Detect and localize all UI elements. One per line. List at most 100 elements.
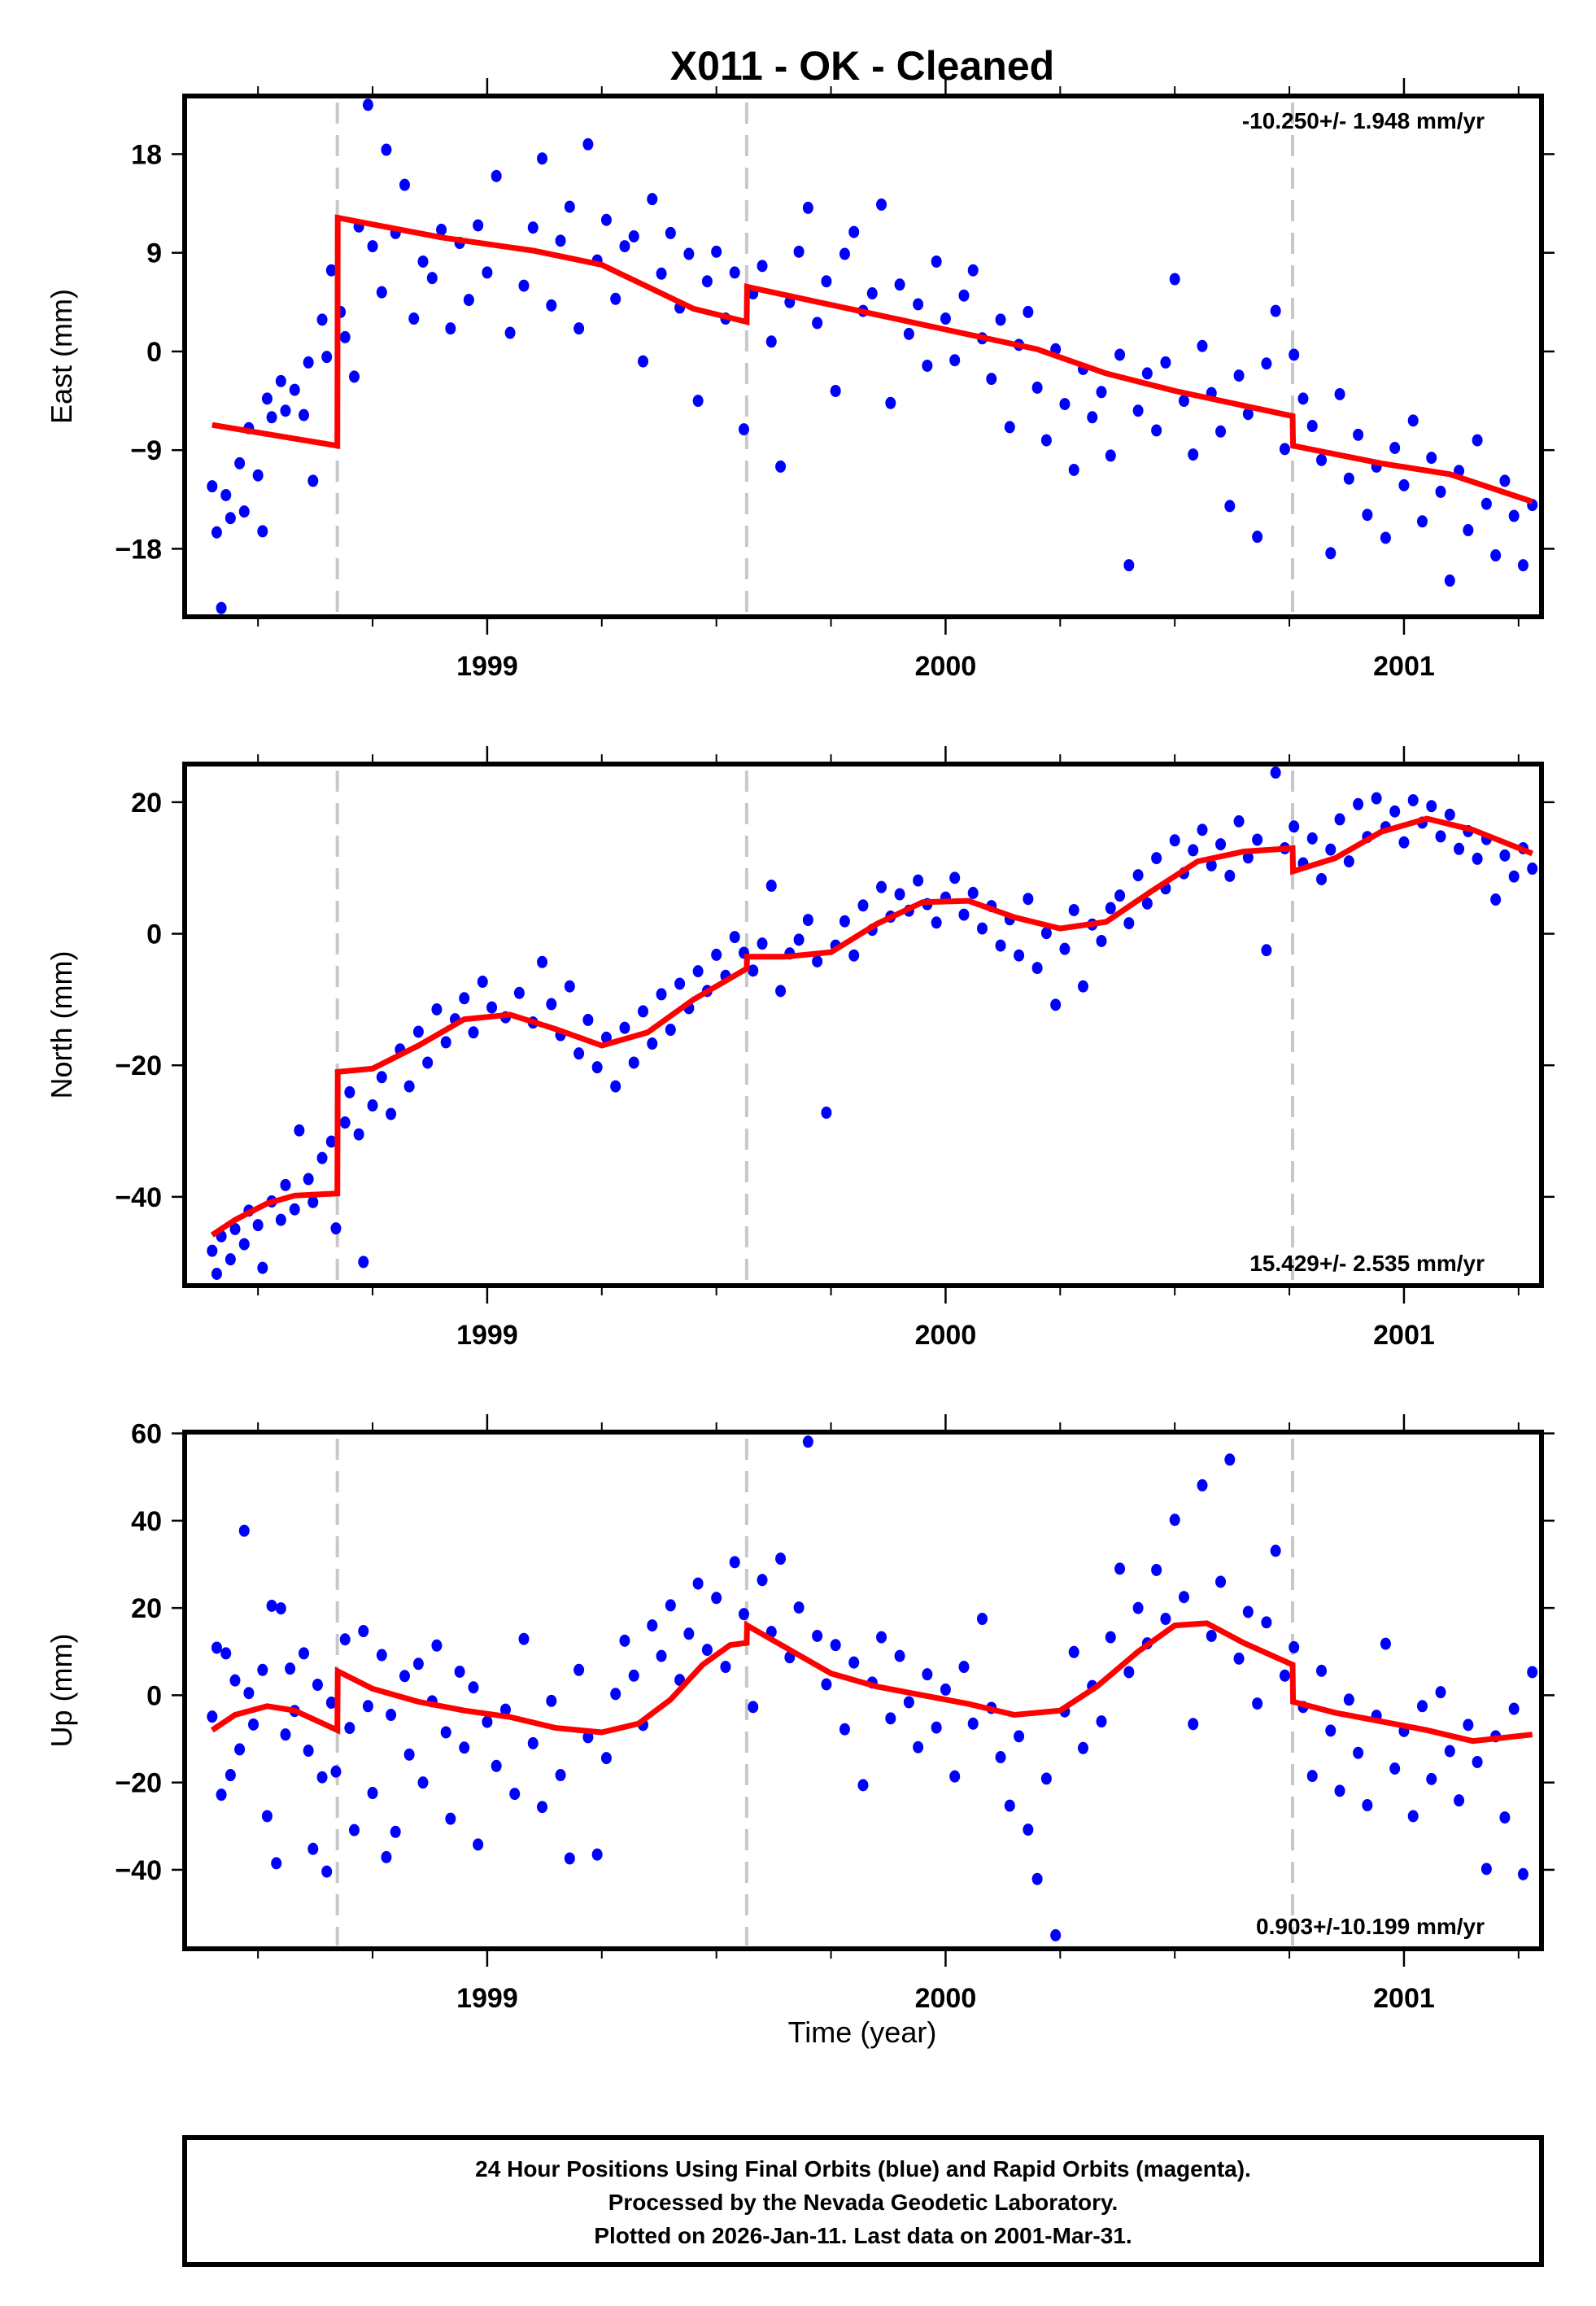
data-point (1151, 424, 1162, 437)
data-point (280, 404, 291, 417)
data-point (271, 1857, 282, 1870)
data-point (1004, 421, 1015, 434)
data-point (1068, 903, 1079, 916)
data-point (280, 1728, 291, 1741)
data-point (1233, 1652, 1245, 1665)
data-point (426, 272, 438, 285)
data-point (513, 986, 525, 999)
data-point (913, 874, 924, 887)
data-point (757, 937, 768, 950)
data-point (1454, 1794, 1465, 1807)
data-point (765, 335, 777, 348)
data-point (610, 292, 621, 305)
data-point (289, 383, 300, 396)
data-point (1023, 305, 1034, 318)
data-point (1215, 838, 1227, 851)
data-point (958, 1661, 970, 1674)
data-point (1261, 357, 1272, 370)
data-point (1407, 793, 1419, 806)
data-point (894, 1649, 905, 1662)
data-point (885, 1712, 896, 1725)
data-point (1353, 797, 1364, 810)
data-point (619, 1021, 630, 1034)
data-point (885, 396, 896, 409)
data-point (367, 1099, 378, 1112)
data-point (339, 1116, 351, 1129)
data-point (1252, 1697, 1263, 1710)
data-point (546, 299, 557, 312)
data-point (564, 1852, 575, 1865)
data-point (839, 247, 850, 260)
data-point (307, 474, 319, 487)
data-point (765, 880, 777, 893)
data-point (1188, 1718, 1199, 1731)
data-point (674, 977, 686, 990)
data-point (1435, 1686, 1446, 1699)
data-point (454, 1665, 465, 1678)
data-point (1389, 1762, 1401, 1775)
data-point (656, 1649, 667, 1662)
data-point (1499, 849, 1511, 862)
data-point (793, 1601, 805, 1614)
data-point (468, 1026, 479, 1039)
data-point (876, 1631, 887, 1644)
data-point (321, 1865, 333, 1878)
data-point (821, 1106, 832, 1119)
data-point (316, 313, 328, 326)
data-point (440, 1036, 451, 1049)
data-point (1096, 1715, 1107, 1728)
data-point (1141, 367, 1153, 380)
data-point (1343, 855, 1354, 868)
data-point (546, 1694, 557, 1707)
data-point (399, 1670, 410, 1683)
data-point (729, 931, 740, 944)
data-point (1059, 398, 1071, 411)
data-point (1517, 1867, 1528, 1880)
data-point (692, 395, 704, 408)
data-point (903, 327, 914, 340)
data-point (248, 1718, 259, 1731)
data-point (1114, 1562, 1126, 1575)
footer-box (182, 2135, 1544, 2267)
data-point (757, 260, 768, 273)
plot-frame (182, 762, 1544, 1288)
data-point (1454, 842, 1465, 855)
data-point (362, 98, 373, 111)
data-point (1353, 428, 1364, 441)
data-point (913, 1740, 924, 1754)
data-point (225, 1769, 236, 1782)
data-point (802, 201, 813, 214)
data-point (344, 1085, 355, 1098)
data-point (303, 1173, 314, 1186)
data-point (518, 279, 530, 292)
data-point (1508, 509, 1520, 522)
data-point (775, 460, 787, 473)
data-point (738, 423, 749, 436)
velocity-rate-label: 15.429+/- 2.535 mm/yr (1249, 1251, 1485, 1276)
data-point (225, 512, 236, 525)
data-point (261, 1810, 273, 1823)
data-point (1160, 356, 1171, 369)
east-panel: 18 9 0 −9 −18 1999 2000 2001 East (mm) -10.250+/-… (45, 78, 1555, 682)
data-point (1444, 1745, 1455, 1758)
data-point (1014, 949, 1025, 962)
velocity-rate-label: -10.250+/- 1.948 mm/yr (1242, 108, 1485, 133)
model-line (211, 214, 1533, 504)
data-point (459, 992, 470, 1005)
data-point (591, 1061, 603, 1074)
data-point (1242, 851, 1254, 864)
data-point (1040, 927, 1052, 940)
data-point (381, 1850, 392, 1863)
data-point (220, 488, 232, 501)
data-point (325, 1135, 337, 1148)
y-tick-label: −9 (130, 435, 162, 466)
data-point (1407, 414, 1419, 427)
data-point (665, 226, 676, 239)
data-point (275, 374, 286, 387)
data-point (564, 200, 575, 213)
y-tick-label: 0 (146, 919, 162, 950)
data-point (229, 1222, 241, 1235)
data-point (729, 1556, 740, 1569)
data-point (1068, 463, 1079, 476)
